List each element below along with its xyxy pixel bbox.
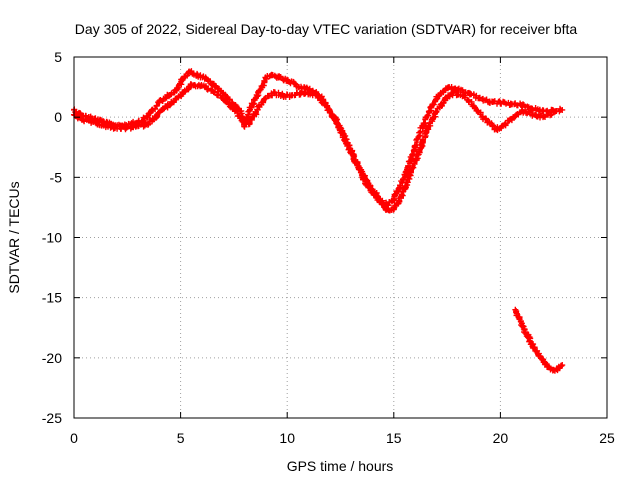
series-band-markers [71, 68, 564, 209]
y-tick-label: -10 [42, 230, 62, 246]
x-tick-label: 5 [177, 430, 185, 446]
x-tick-label: 15 [386, 430, 402, 446]
x-tick-label: 10 [279, 430, 295, 446]
y-tick-label: -25 [42, 410, 62, 426]
x-tick-label: 0 [70, 430, 78, 446]
x-tick-label: 25 [599, 430, 615, 446]
axes: 0 5 10 15 20 25 5 0 -5 -10 -15 -20 -25 [42, 49, 615, 446]
series-band-markers [513, 308, 565, 374]
series-1 [71, 81, 555, 214]
y-tick-label: 5 [54, 49, 62, 65]
series-0 [71, 68, 566, 209]
y-tick-label: -5 [50, 169, 63, 185]
x-tick-label: 20 [493, 430, 509, 446]
data-series [71, 68, 566, 374]
y-tick-label: -15 [42, 290, 62, 306]
series-band-markers [71, 81, 554, 214]
y-tick-label: 0 [54, 109, 62, 125]
y-axis-label: SDTVAR / TECUs [6, 181, 22, 293]
x-axis-label: GPS time / hours [287, 458, 394, 474]
chart-title: Day 305 of 2022, Sidereal Day-to-day VTE… [75, 21, 578, 37]
series-2 [512, 306, 566, 374]
y-tick-label: -20 [42, 350, 62, 366]
